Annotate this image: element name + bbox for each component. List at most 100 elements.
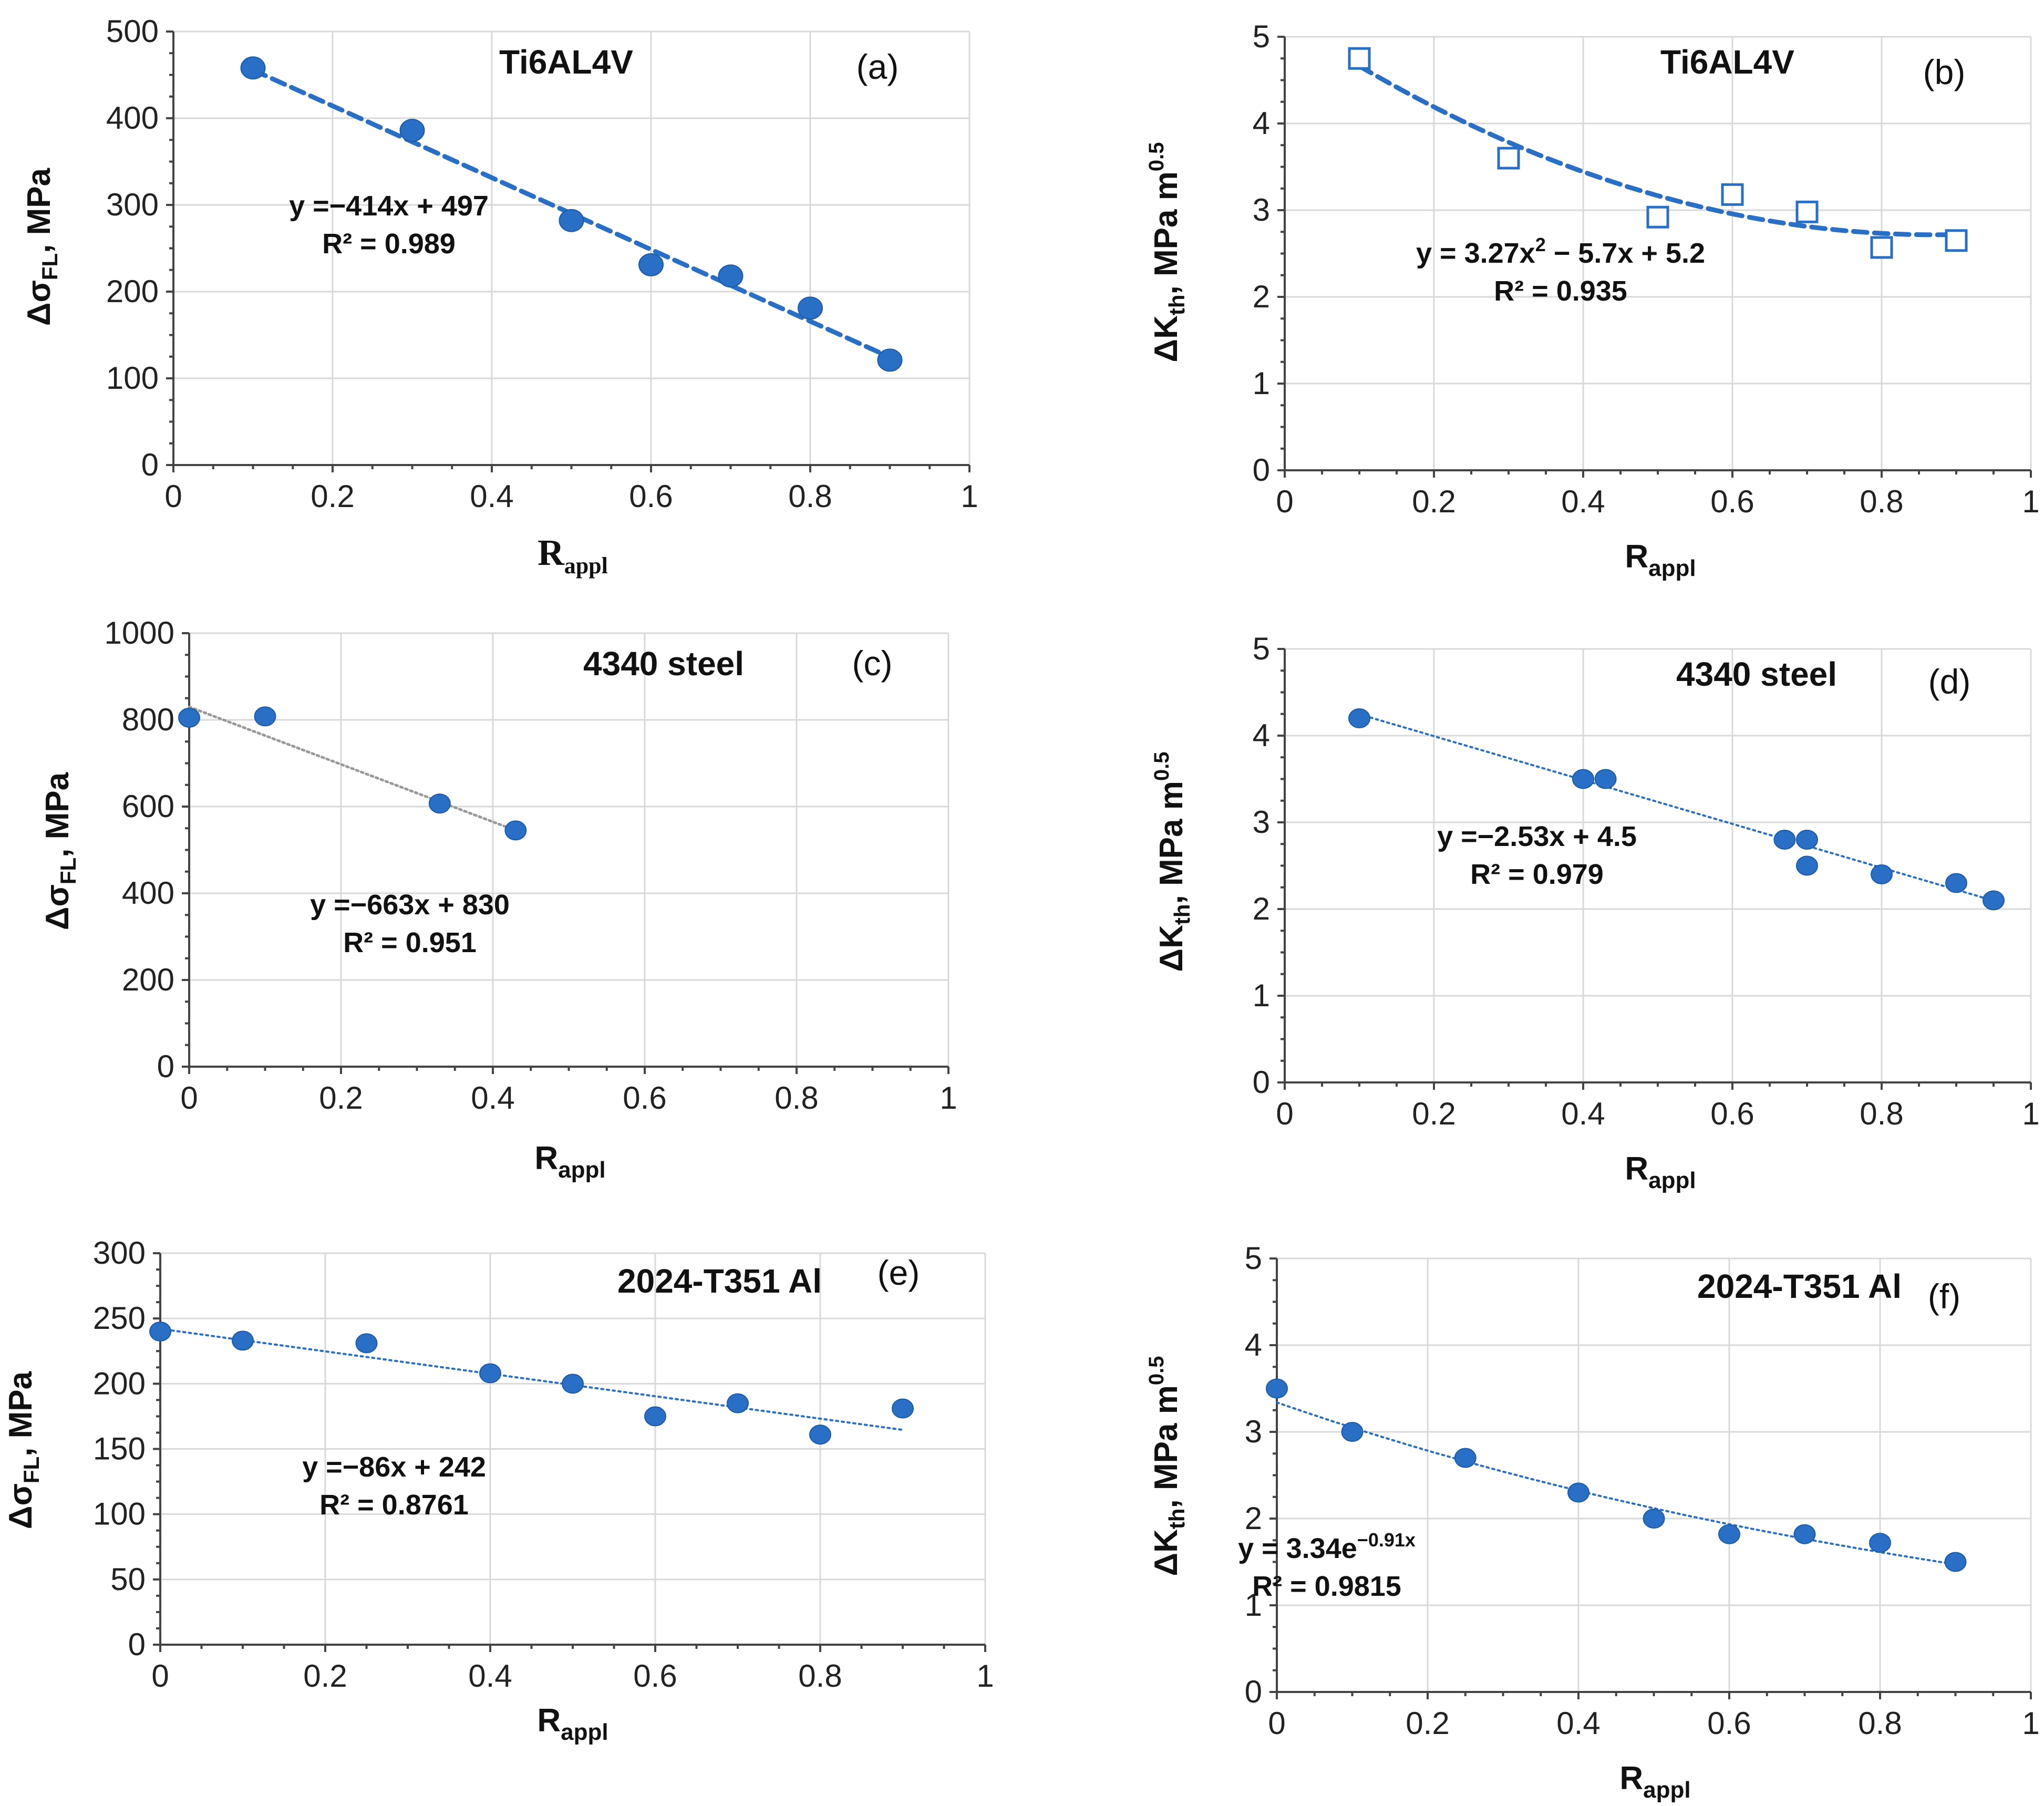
x-axis-title-main: R xyxy=(1625,539,1648,575)
data-point xyxy=(1796,855,1818,876)
x-axis-title-main: R xyxy=(534,1140,558,1177)
x-tick-label: 1 xyxy=(2022,1096,2039,1131)
y-tick-label: 0 xyxy=(128,1627,146,1662)
y-tick-label: 3 xyxy=(1245,1414,1262,1449)
y-axis-title-tail: , MPa m xyxy=(1148,1385,1184,1508)
y-axis-title-tail: , MPa xyxy=(21,168,57,253)
panel-d: 0 0.2 0.4 0.6 0.8 1 0 1 2 3 4 5 Rappl ΔKth, MPa m0.5 4… xyxy=(1150,631,2040,1193)
x-tick-label: 0.2 xyxy=(1406,1706,1449,1741)
x-axis-title-sub: appl xyxy=(1648,1168,1696,1193)
y-axis-title-sup: 0.5 xyxy=(1150,752,1173,781)
panel-label: (e) xyxy=(878,1253,920,1292)
y-axis-title-sub: th xyxy=(1170,904,1194,925)
x-tick-label: 0.6 xyxy=(629,479,673,514)
x-tick-label: 1 xyxy=(2022,1706,2039,1741)
y-tick-label: 800 xyxy=(122,702,174,737)
data-point xyxy=(1944,1552,1967,1572)
x-axis-title: Rappl xyxy=(1625,539,1696,581)
y-tick-label: 1 xyxy=(1253,978,1270,1013)
equation-sup: 2 xyxy=(1535,234,1546,255)
trendline xyxy=(1357,64,1959,238)
x-tick-label: 0.4 xyxy=(471,1080,514,1116)
y-tick-label: 5 xyxy=(1253,19,1270,54)
data-point xyxy=(1594,769,1617,789)
x-axis-title-main: R xyxy=(1625,1151,1648,1187)
trendline xyxy=(188,705,517,832)
y-tick-label: 250 xyxy=(93,1301,146,1336)
y-tick-label: 0 xyxy=(157,1049,174,1084)
data-point xyxy=(892,1398,914,1419)
x-tick-label: 0.6 xyxy=(1707,1706,1751,1741)
material-label: Ti6AL4V xyxy=(499,43,633,81)
y-tick-label: 5 xyxy=(1245,1241,1262,1276)
y-axis-title-main: ΔK xyxy=(1153,925,1190,972)
y-axis-title-main: Δσ xyxy=(3,1483,39,1529)
y-axis-title-sub: th xyxy=(1164,1508,1189,1529)
data-point xyxy=(1718,1524,1740,1544)
x-tick-label: 0.2 xyxy=(319,1080,363,1116)
material-label: 4340 steel xyxy=(583,645,744,683)
x-tick-label: 0.6 xyxy=(623,1080,666,1116)
x-tick-label: 0.2 xyxy=(311,479,354,514)
data-point xyxy=(1793,1524,1816,1544)
x-tick-label: 0.8 xyxy=(798,1658,842,1694)
trend-equation: y =−2.53x + 4.5 xyxy=(1437,821,1637,852)
x-tick-label: 0.2 xyxy=(303,1658,347,1694)
data-point xyxy=(809,1425,831,1445)
x-tick-label: 0 xyxy=(164,479,182,514)
y-axis-title-sub: FL xyxy=(56,858,80,884)
data-point xyxy=(1348,708,1370,728)
data-point xyxy=(178,707,200,728)
y-axis-title: ΔKth, MPa m0.5 xyxy=(1150,752,1194,972)
panel-c: 0 0.2 0.4 0.6 0.8 1 0 200 400 600 800 1000 Rappl ΔσFL… xyxy=(39,615,957,1183)
data-point xyxy=(877,348,903,372)
y-tick-label: 400 xyxy=(106,100,159,136)
data-point xyxy=(232,1330,254,1351)
x-tick-label: 1 xyxy=(940,1080,957,1116)
y-axis-title-sub: FL xyxy=(37,253,62,280)
trend-equation: y =−86x + 242 xyxy=(302,1451,486,1483)
trend-equation: y = 3.27x2 − 5.7x + 5.2 xyxy=(1416,234,1705,269)
y-axis-title-tail: , MPa m xyxy=(1153,781,1190,904)
data-point xyxy=(562,1374,584,1394)
y-tick-label: 1 xyxy=(1245,1587,1262,1623)
y-axis-title-main: Δσ xyxy=(21,280,57,326)
data-point xyxy=(355,1333,378,1354)
r-squared: R² = 0.935 xyxy=(1494,275,1627,307)
y-tick-label: 50 xyxy=(110,1562,146,1597)
trend-equation: y =−414x + 497 xyxy=(289,190,489,222)
y-tick-label: 200 xyxy=(122,962,174,997)
y-tick-label: 2 xyxy=(1253,279,1270,314)
y-tick-label: 3 xyxy=(1253,192,1270,228)
y-tick-label: 400 xyxy=(122,875,174,911)
data-point xyxy=(1454,1448,1477,1468)
y-tick-label: 0 xyxy=(1253,1065,1270,1100)
y-tick-label: 5 xyxy=(1253,631,1270,666)
r-squared: R² = 0.9815 xyxy=(1252,1571,1401,1602)
y-tick-label: 300 xyxy=(93,1235,146,1271)
x-axis-title-sub: appl xyxy=(1648,555,1696,581)
data-point xyxy=(1795,200,1819,223)
material-label: 4340 steel xyxy=(1676,655,1837,693)
y-tick-label: 3 xyxy=(1253,804,1270,840)
data-point xyxy=(1646,205,1669,229)
x-axis-title-sub: appl xyxy=(558,1157,605,1183)
y-axis-title: ΔKth, MPa m0.5 xyxy=(1145,1356,1189,1576)
data-point xyxy=(1870,236,1893,259)
data-point xyxy=(1796,830,1818,850)
y-tick-label: 1 xyxy=(1253,366,1270,401)
data-point xyxy=(1497,147,1520,170)
y-tick-label: 200 xyxy=(93,1366,146,1401)
equation-post: − 5.7x + 5.2 xyxy=(1546,238,1705,269)
data-point xyxy=(638,253,664,276)
x-tick-label: 0 xyxy=(1268,1706,1285,1741)
data-point xyxy=(1983,890,2005,911)
y-tick-label: 0 xyxy=(1253,452,1270,488)
x-axis-title: Rappl xyxy=(1619,1760,1690,1803)
equation-sup: −0.91x xyxy=(1357,1529,1416,1551)
y-axis-title-sub: FL xyxy=(19,1457,44,1483)
equation-text: y =−2.53x + 4.5 xyxy=(1437,821,1637,852)
x-axis-title-sub: appl xyxy=(561,1719,608,1745)
data-point xyxy=(727,1393,749,1413)
